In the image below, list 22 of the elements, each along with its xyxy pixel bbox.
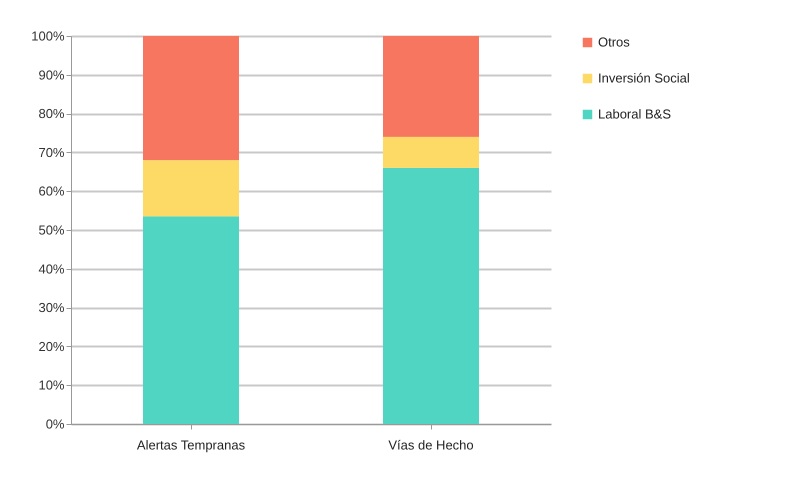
y-tick-label: 80% <box>38 106 65 122</box>
bar <box>383 168 479 424</box>
y-tick-label: 0% <box>46 416 65 432</box>
y-tick-label: 90% <box>38 67 65 82</box>
bar <box>143 160 239 216</box>
legend-label: Laboral B&S <box>598 106 672 122</box>
bar <box>383 136 479 168</box>
bar <box>383 36 479 137</box>
bar <box>143 216 239 424</box>
y-tick-label: 50% <box>38 222 65 238</box>
y-tick-label: 20% <box>38 338 65 354</box>
y-tick-label: 100% <box>31 28 65 44</box>
y-tick-label: 70% <box>38 144 65 160</box>
y-tick-label: 30% <box>38 300 65 316</box>
bar <box>143 36 239 160</box>
x-tick-label: Vías de Hecho <box>388 438 474 452</box>
y-tick-label: 40% <box>38 261 65 276</box>
x-tick-label: Alertas Tempranas <box>136 438 246 452</box>
y-tick-label: 10% <box>38 378 65 393</box>
y-tick-label: 60% <box>38 184 65 199</box>
legend-label: Inversión Social <box>598 70 690 86</box>
legend-label: Otros <box>598 34 630 50</box>
